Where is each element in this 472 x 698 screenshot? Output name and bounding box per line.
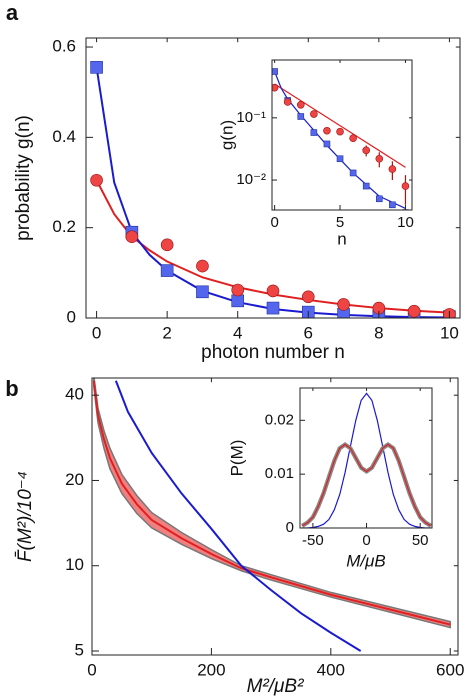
x-tick-label: 4 (233, 323, 242, 342)
plot-background (300, 388, 432, 528)
data-point (336, 127, 344, 136)
line (301, 443, 432, 527)
data-point (272, 83, 279, 92)
x-tick-label: 0 (270, 214, 278, 231)
x-tick-label: 5 (336, 214, 344, 231)
x-tick-label: 10 (440, 323, 459, 342)
chart-panel: -50 0 50 0 0.01 0.02 M/μB P(M) (227, 387, 433, 570)
data-point (323, 126, 331, 135)
plot-area (92, 378, 451, 652)
y-axis-label: P(M) (227, 440, 246, 477)
data-point (231, 294, 245, 308)
data-point (401, 182, 410, 190)
y-tick-label: 0.01 (265, 465, 294, 482)
data-point (231, 283, 245, 297)
x-axis-label: M²/μB² (247, 676, 305, 697)
x-tick-label: -50 (302, 532, 324, 549)
x-tick-label: 400 (317, 660, 345, 679)
data-point (160, 264, 174, 277)
data-point (297, 113, 305, 120)
data-point (125, 230, 139, 244)
data-point (196, 285, 209, 299)
y-tick-label: 20 (65, 470, 84, 489)
x-tick-label: 200 (197, 660, 225, 679)
line (92, 380, 451, 626)
data-point (349, 169, 357, 177)
x-axis-label: M/μB (346, 551, 386, 570)
y-tick-label: 10⁻¹ (236, 109, 266, 126)
y-axis-label: g(n) (217, 120, 236, 150)
y-tick-label: 10⁻² (236, 171, 266, 188)
x-axis-label: n (337, 229, 346, 248)
y-axis-label: probability g(n) (13, 115, 34, 241)
data-point (272, 68, 278, 75)
data-point (266, 301, 280, 315)
plot-frame (299, 387, 433, 529)
x-tick-label: 600 (436, 660, 464, 679)
y-tick-label: 5 (75, 640, 84, 659)
x-tick-label: 6 (304, 323, 313, 342)
line (114, 380, 362, 652)
y-tick-label: 40 (65, 385, 84, 404)
x-tick-label: 0 (87, 660, 96, 679)
data-point (388, 165, 397, 173)
data-point (296, 100, 305, 109)
chart-panel: 0 5 10 10⁻¹ 10⁻² n g(n) (217, 59, 414, 248)
plot-area (301, 392, 432, 528)
data-point (310, 129, 318, 136)
data-point (160, 238, 174, 252)
x-axis-label: photon number n (201, 342, 345, 363)
plot-frame (271, 59, 413, 211)
x-tick-label: 0 (92, 323, 101, 342)
y-tick-label: 10 (65, 555, 84, 574)
data-point (375, 154, 384, 163)
data-point (90, 173, 103, 187)
data-point (375, 195, 383, 203)
data-point (349, 134, 357, 143)
data-point (266, 284, 280, 298)
plot-frame (91, 377, 459, 656)
line (302, 392, 431, 528)
data-point (337, 298, 350, 311)
data-point (389, 201, 396, 209)
y-tick-label: 0 (67, 307, 76, 326)
y-tick-label: 0.02 (265, 411, 294, 428)
panel-label: b (5, 376, 18, 401)
data-point (362, 182, 370, 190)
plot-area (272, 68, 410, 210)
x-tick-label: 10 (397, 214, 414, 231)
data-point (362, 146, 371, 155)
data-point (323, 140, 331, 148)
data-point (196, 259, 209, 273)
data-point (90, 61, 103, 74)
plot-area (90, 61, 456, 318)
panel-label: a (6, 0, 19, 25)
line (274, 83, 406, 168)
data-point (310, 110, 318, 118)
data-point (301, 290, 315, 304)
y-axis-label: F̄(M²)/10⁻⁴ (15, 471, 36, 562)
y-tick-label: 0.4 (52, 127, 76, 146)
x-tick-label: 8 (374, 323, 383, 342)
x-tick-label: 0 (362, 532, 370, 549)
data-point (283, 98, 292, 106)
data-point (336, 155, 344, 163)
plot-frame (85, 37, 461, 319)
y-tick-label: 0.2 (52, 217, 76, 236)
y-tick-label: 0.6 (52, 37, 76, 56)
x-tick-label: 50 (412, 532, 429, 549)
data-point (407, 304, 421, 318)
plot-background (272, 60, 412, 210)
x-tick-label: 2 (162, 323, 171, 342)
y-tick-label: 0 (286, 519, 294, 536)
